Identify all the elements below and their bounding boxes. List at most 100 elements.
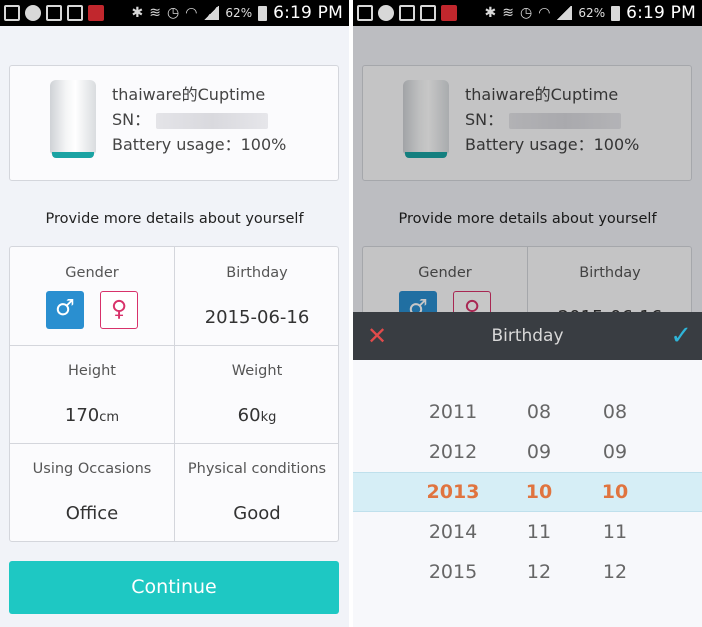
male-button[interactable]: ♂ xyxy=(46,291,84,329)
battery-icon xyxy=(258,5,268,21)
sn-label: SN： xyxy=(465,110,504,129)
cast-icon xyxy=(46,5,62,21)
day-wheel[interactable]: 08 09 10 11 12 xyxy=(579,392,651,592)
picker-header: ✕ Birthday ✓ xyxy=(353,312,702,360)
details-grid: Gender ♂ ♀ Birthday 2015-06-16 Height 17… xyxy=(9,246,339,542)
bluetooth-icon: ✱ xyxy=(131,5,144,21)
month-option[interactable]: 11 xyxy=(526,521,552,543)
gallery-icon xyxy=(357,5,373,21)
device-name: thaiware的Cuptime xyxy=(112,85,266,104)
alarm-icon: ◷ xyxy=(166,5,180,21)
confirm-icon[interactable]: ✓ xyxy=(670,321,692,351)
device-card: thaiware的Cuptime SN： Battery usage：100% xyxy=(9,65,339,181)
height-cell[interactable]: Height 170cm xyxy=(10,345,174,443)
wifi-icon: ◠ xyxy=(185,5,198,21)
device-name: thaiware的Cuptime xyxy=(465,85,619,104)
battery-percent: 62% xyxy=(225,6,253,20)
wifi-icon: ◠ xyxy=(538,5,551,21)
year-option[interactable]: 2011 xyxy=(428,401,478,423)
device-sn: SN： xyxy=(112,107,286,132)
mail-icon xyxy=(67,5,83,21)
clock: 6:19 PM xyxy=(273,3,343,23)
weight-cell[interactable]: Weight 60kg xyxy=(175,345,339,443)
cup-device-image xyxy=(403,80,449,160)
month-option[interactable]: 09 xyxy=(526,441,552,463)
height-value: 170cm xyxy=(10,405,174,426)
muted-icon xyxy=(441,5,457,21)
year-option[interactable]: 2015 xyxy=(428,561,478,583)
details-prompt: Provide more details about yourself xyxy=(45,211,304,227)
signal-icon xyxy=(556,6,573,20)
gallery-icon xyxy=(4,5,20,21)
month-option[interactable]: 12 xyxy=(526,561,552,583)
gender-label: Gender xyxy=(418,265,472,281)
signal-icon xyxy=(203,6,220,20)
line-icon xyxy=(378,5,394,21)
sn-redacted xyxy=(509,112,622,129)
day-option[interactable]: 09 xyxy=(602,441,628,463)
battery-icon xyxy=(611,5,621,21)
clock: 6:19 PM xyxy=(626,3,696,23)
gender-cell: Gender ♂ ♀ xyxy=(10,247,174,345)
birthday-cell[interactable]: Birthday 2015-06-16 xyxy=(175,247,339,345)
battery-usage: Battery usage：100% xyxy=(465,135,640,154)
month-option[interactable]: 08 xyxy=(526,401,552,423)
height-unit: cm xyxy=(99,410,120,425)
day-option[interactable]: 11 xyxy=(602,521,628,543)
year-option[interactable]: 2012 xyxy=(428,441,478,463)
cancel-icon[interactable]: ✕ xyxy=(367,322,388,350)
birthday-label: Birthday xyxy=(579,265,641,281)
profile-screen: ✱ ≋ ◷ ◠ 62% 6:19 PM thaiware的Cuptime SN：… xyxy=(0,0,349,627)
year-option[interactable]: 2014 xyxy=(428,521,478,543)
continue-button[interactable]: Continue xyxy=(9,561,339,614)
status-bar: ✱ ≋ ◷ ◠ 62% 6:19 PM xyxy=(353,0,702,26)
system-icons: ✱ ≋ ◷ ◠ 62% 6:19 PM xyxy=(132,2,343,24)
system-icons: ✱ ≋ ◷ ◠ 62% 6:19 PM xyxy=(485,2,696,24)
day-option[interactable]: 12 xyxy=(602,561,628,583)
device-sn: SN： xyxy=(465,107,639,132)
year-wheel[interactable]: 2011 2012 2013 2014 2015 xyxy=(413,392,493,592)
physical-label: Physical conditions xyxy=(187,461,327,477)
mail-icon xyxy=(420,5,436,21)
gender-label: Gender xyxy=(65,265,119,281)
picker-title: Birthday xyxy=(491,326,564,346)
bluetooth-icon: ✱ xyxy=(484,5,497,21)
alarm-icon: ◷ xyxy=(519,5,533,21)
weight-value: 60kg xyxy=(175,405,339,426)
day-option[interactable]: 10 xyxy=(601,481,629,503)
details-prompt: Provide more details about yourself xyxy=(398,211,657,227)
screen-divider xyxy=(349,0,353,627)
occasions-value: Office xyxy=(65,503,119,524)
occasions-cell[interactable]: Using Occasions Office xyxy=(10,443,174,541)
device-info: thaiware的Cuptime SN： Battery usage：100% xyxy=(465,82,639,157)
sn-redacted xyxy=(156,112,269,129)
day-option[interactable]: 08 xyxy=(602,401,628,423)
height-number: 170 xyxy=(64,405,100,426)
vibrate-icon: ≋ xyxy=(149,5,161,21)
month-wheel[interactable]: 08 09 10 11 12 xyxy=(503,392,575,592)
female-button[interactable]: ♀ xyxy=(100,291,138,329)
occasions-label: Using Occasions xyxy=(32,461,152,477)
weight-label: Weight xyxy=(231,363,283,379)
height-label: Height xyxy=(68,363,116,379)
year-option[interactable]: 2013 xyxy=(426,481,480,503)
date-picker: 2011 2012 2013 2014 2015 08 09 10 11 12 08 09 10 11… xyxy=(353,360,702,627)
notification-icons xyxy=(4,4,104,22)
battery-percent: 62% xyxy=(578,6,606,20)
battery-usage: Battery usage：100% xyxy=(112,135,287,154)
device-card: thaiware的Cuptime SN： Battery usage：100% xyxy=(362,65,692,181)
muted-icon xyxy=(88,5,104,21)
selection-highlight xyxy=(353,472,702,512)
month-option[interactable]: 10 xyxy=(525,481,553,503)
vibrate-icon: ≋ xyxy=(502,5,514,21)
status-bar: ✱ ≋ ◷ ◠ 62% 6:19 PM xyxy=(0,0,349,26)
device-info: thaiware的Cuptime SN： Battery usage：100% xyxy=(112,82,286,157)
physical-cell[interactable]: Physical conditions Good xyxy=(175,443,339,541)
weight-number: 60 xyxy=(237,405,261,426)
birthday-value: 2015-06-16 xyxy=(204,307,310,328)
sn-label: SN： xyxy=(112,110,151,129)
birthday-label: Birthday xyxy=(226,265,288,281)
cup-device-image xyxy=(50,80,96,160)
notification-icons xyxy=(357,4,457,22)
line-icon xyxy=(25,5,41,21)
